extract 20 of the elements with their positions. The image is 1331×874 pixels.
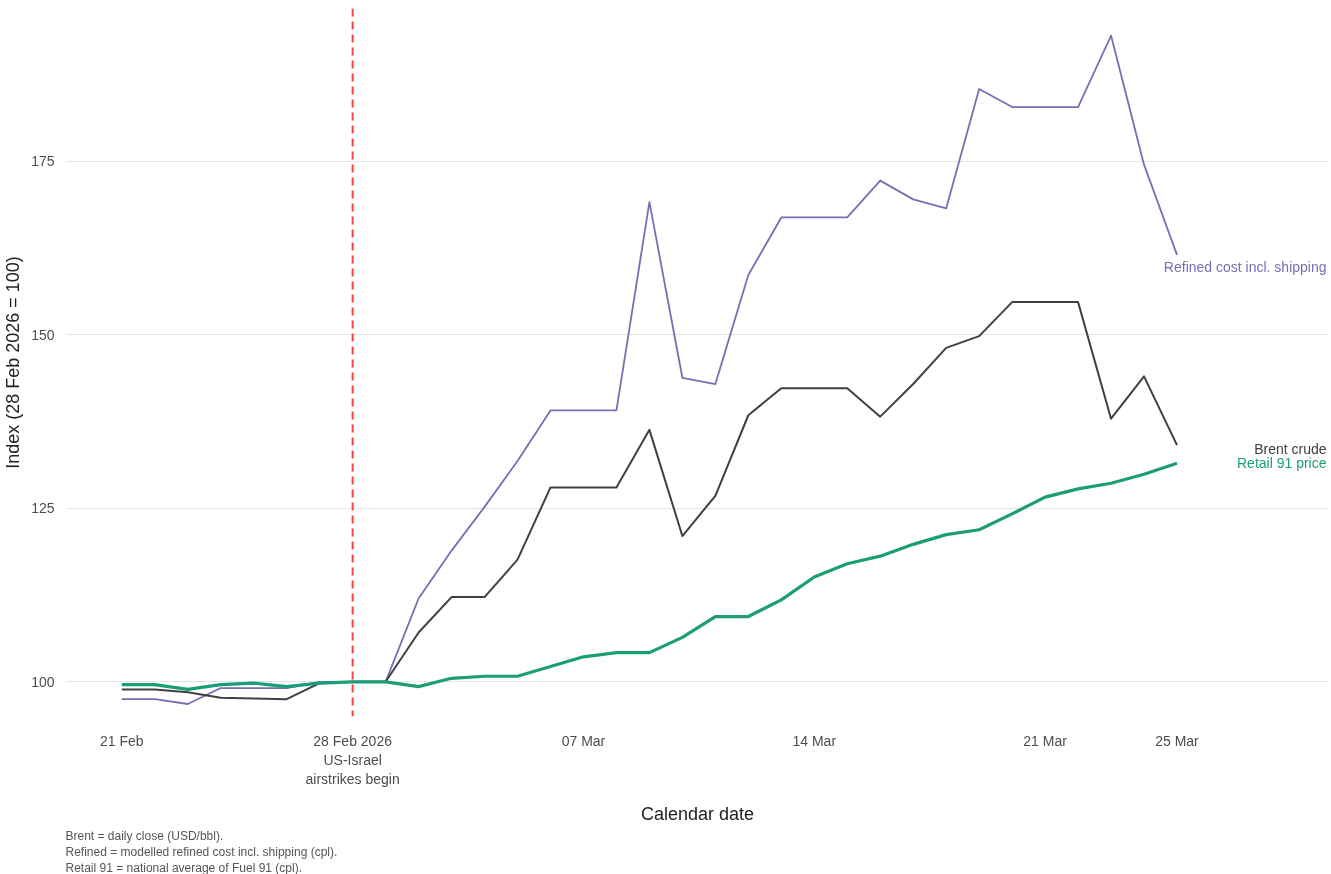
text: Retail 91 price	[1237, 455, 1327, 472]
y-tick-label: 175	[31, 153, 55, 170]
series-label: Refined cost incl. shipping	[1163, 258, 1327, 275]
x-tick-label: 28 Feb 2026 US-Israel airstrikes begin	[305, 732, 400, 787]
text: Brent = daily close (USD/bbl).	[65, 828, 224, 843]
y-tick-label: 125	[31, 500, 55, 517]
x-tick-label: 07 Mar	[561, 732, 606, 749]
line-series	[120, 301, 1178, 701]
y-tick-label: 150	[31, 326, 55, 343]
x-tick-label: 25 Mar	[1155, 732, 1200, 749]
x-axis-title: Calendar date	[640, 803, 755, 824]
text: Refined = modelled refined cost incl. shipping (cpl).	[65, 844, 338, 859]
line-series	[120, 461, 1179, 692]
text: Brent crude	[1254, 441, 1327, 458]
text: Retail 91 = national average of Fuel 91 (cpl).	[65, 860, 302, 874]
x-tick-label: 21 Mar	[1023, 732, 1068, 749]
x-tick-label: 21 Feb	[100, 732, 144, 749]
x-tick-label: 14 Mar	[792, 732, 837, 749]
y-tick-label: 100	[31, 673, 55, 690]
y-axis-title: Index (28 Feb 2026 = 100)	[3, 256, 24, 469]
